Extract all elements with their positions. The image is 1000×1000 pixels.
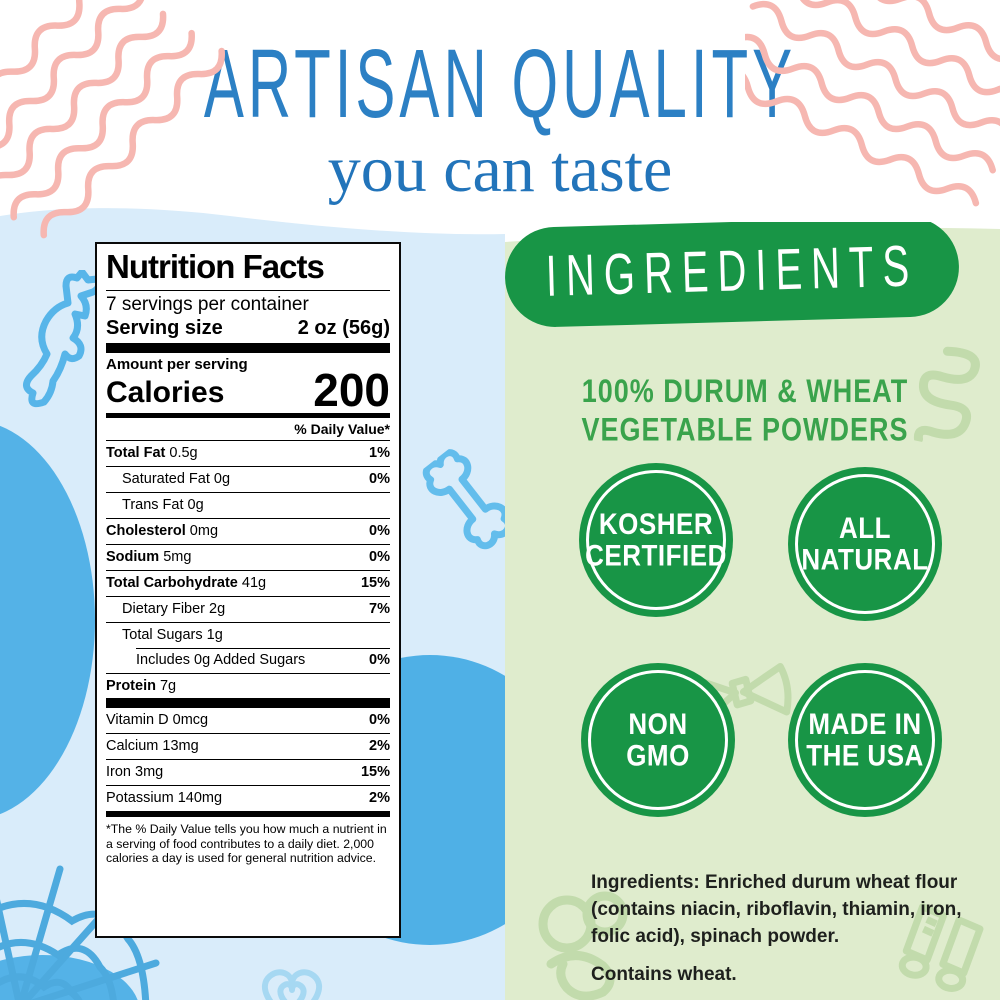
nutrition-facts-title: Nutrition Facts xyxy=(106,248,390,291)
divider-bar xyxy=(106,698,390,709)
rotini-icon xyxy=(913,346,980,444)
badge-text: KOSHER xyxy=(598,506,714,541)
nutrient-row: Trans Fat 0g xyxy=(106,491,390,518)
ingredients-banner: INGREDIENTS xyxy=(505,222,961,329)
badge-kosher-certified: KOSHER CERTIFIED xyxy=(579,463,733,617)
servings-per-container: 7 servings per container xyxy=(106,294,309,315)
divider-bar xyxy=(106,343,390,353)
vitamin-row: Potassium 140mg 2% xyxy=(106,785,390,811)
badge-non-gmo: NON GMO xyxy=(581,663,735,817)
serving-size-value: 2 oz (56g) xyxy=(297,317,390,339)
serving-size-label: Serving size xyxy=(106,317,223,339)
nutrient-row: Saturated Fat 0g 0% xyxy=(106,466,390,492)
daily-value-header: % Daily Value* xyxy=(294,421,390,438)
dinosaur-icon xyxy=(23,270,100,408)
badge-text: NON xyxy=(628,706,688,741)
calories-value: 200 xyxy=(313,364,390,416)
calories-label: Calories xyxy=(106,376,225,410)
pretzel-icon xyxy=(538,891,628,1000)
serving-size-row: Serving size 2 oz (56g) xyxy=(106,316,390,343)
daily-value-footnote: *The % Daily Value tells you how much a … xyxy=(106,822,387,866)
vitamin-row: Calcium 13mg 2% xyxy=(106,733,390,759)
paw-icon xyxy=(262,969,322,1000)
nutrient-row: Sodium 5mg 0% xyxy=(106,543,390,570)
nutrition-facts-label: Nutrition Facts 7 servings per container… xyxy=(95,242,401,938)
ingredients-banner-title: INGREDIENTS xyxy=(544,234,919,309)
badge-text: THE USA xyxy=(806,737,924,773)
nutrient-row: Total Sugars 1g xyxy=(106,621,390,648)
nutrient-row: Cholesterol 0mg 0% xyxy=(106,517,390,544)
badge-text: CERTIFIED xyxy=(585,537,727,573)
badge-text: NATURAL xyxy=(801,541,929,577)
amount-per-serving: Amount per serving xyxy=(106,356,248,373)
bone-icon xyxy=(422,449,505,550)
ingredients-subtitle-line2: VEGETABLE POWDERS xyxy=(581,412,909,449)
vitamin-row: Iron 3mg 15% xyxy=(106,759,390,785)
nutrient-row: Dietary Fiber 2g 7% xyxy=(106,595,390,622)
ingredients-subtitle: 100% DURUM & WHEAT VEGETABLE POWDERS xyxy=(505,372,985,450)
badge-text: GMO xyxy=(626,737,690,773)
divider-bar xyxy=(106,811,390,818)
pink-waves-icon xyxy=(745,0,1000,207)
nutrient-row: Total Fat 0.5g 1% xyxy=(106,440,390,466)
pink-waves-icon xyxy=(0,0,225,239)
badge-all-natural: ALL NATURAL xyxy=(788,467,942,621)
right-panel: INGREDIENTS 100% DURUM & WHEAT VEGETABLE… xyxy=(505,222,1000,1000)
ingredients-subtitle-line1: 100% DURUM & WHEAT xyxy=(581,373,909,410)
calories-row: Calories 200 xyxy=(106,364,390,416)
page-title: ARTISAN QUALITY xyxy=(203,29,797,139)
divider-bar xyxy=(106,413,390,419)
badge-text: ALL xyxy=(838,510,892,545)
badge-made-in-usa: MADE IN THE USA xyxy=(788,663,942,817)
allergen-statement: Contains wheat. xyxy=(591,964,737,985)
vitamin-row: Vitamin D 0mcg 0% xyxy=(106,712,390,729)
nutrient-row: Protein 7g xyxy=(106,672,390,699)
page-subtitle: you can taste xyxy=(327,133,673,206)
nutrient-row: Includes 0g Added Sugars 0% xyxy=(106,647,390,673)
nutrient-row: Total Carbohydrate 41g 15% xyxy=(106,569,390,596)
penne-icon xyxy=(898,903,984,992)
badge-text: MADE IN xyxy=(808,706,922,741)
ingredients-statement: Ingredients: Enriched durum wheat flour … xyxy=(591,872,962,947)
